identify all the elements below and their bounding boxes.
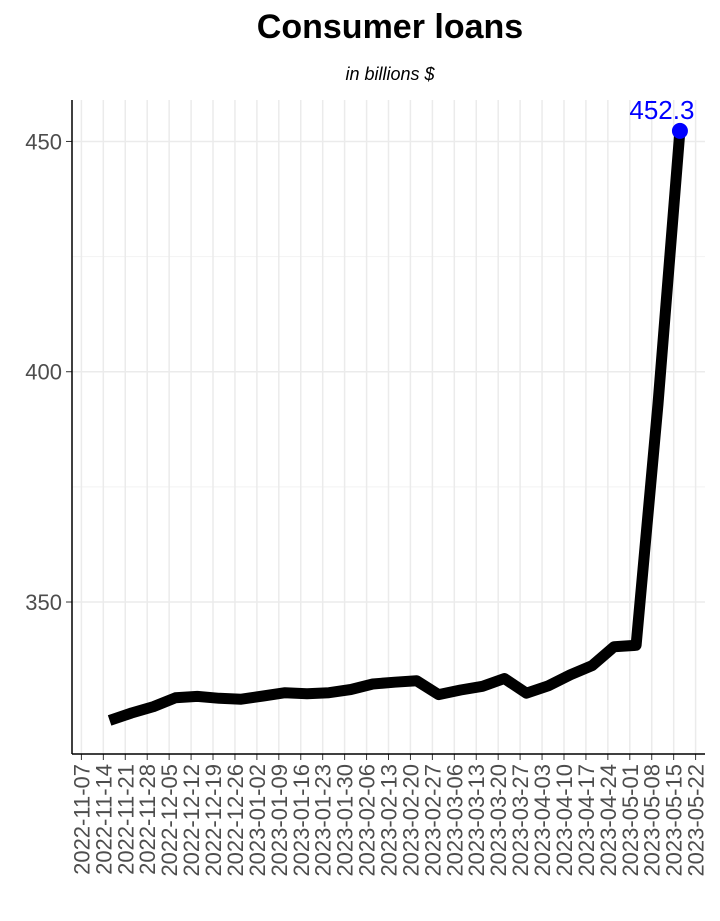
x-tick-label: 2023-01-02 bbox=[245, 764, 270, 877]
x-tick-labels: 2022-11-072022-11-142022-11-212022-11-28… bbox=[69, 764, 708, 877]
x-tick-label: 2023-05-08 bbox=[640, 764, 665, 877]
x-tick-label: 2023-01-16 bbox=[289, 764, 314, 877]
y-tick-labels: 350 400 450 bbox=[25, 129, 62, 615]
series-line bbox=[107, 130, 686, 726]
chart-subtitle: in billions $ bbox=[345, 64, 435, 84]
y-tick-label: 450 bbox=[25, 129, 62, 154]
series-consumer-loans bbox=[107, 130, 686, 726]
x-tick-label: 2023-02-06 bbox=[355, 764, 380, 877]
chart-title: Consumer loans bbox=[256, 8, 524, 46]
x-tick-label: 2023-05-01 bbox=[618, 764, 643, 877]
y-tick-label: 350 bbox=[25, 590, 62, 615]
x-tick-label: 2023-04-03 bbox=[530, 764, 555, 877]
axes bbox=[66, 100, 705, 760]
x-tick-label: 2022-12-12 bbox=[179, 764, 204, 877]
x-tick-label: 2023-02-20 bbox=[398, 764, 423, 877]
x-tick-label: 2023-03-20 bbox=[486, 764, 511, 877]
x-tick-label: 2023-05-22 bbox=[684, 764, 709, 877]
x-tick-label: 2022-11-28 bbox=[135, 764, 160, 875]
x-tick-label: 2023-03-13 bbox=[464, 764, 489, 877]
y-tick-label: 400 bbox=[25, 360, 62, 385]
x-tick-label: 2022-11-14 bbox=[91, 764, 116, 875]
end-marker-group: 452.3 bbox=[629, 95, 694, 139]
x-tick-label: 2023-01-23 bbox=[311, 764, 336, 877]
x-tick-label: 2022-11-21 bbox=[113, 764, 138, 875]
x-tick-label: 2023-03-27 bbox=[508, 764, 533, 877]
end-value-label: 452.3 bbox=[629, 95, 694, 125]
x-tick-label: 2023-01-30 bbox=[333, 764, 358, 877]
x-tick-label: 2023-04-17 bbox=[574, 764, 599, 877]
grid-major bbox=[72, 100, 705, 754]
x-tick-label: 2023-02-27 bbox=[420, 764, 445, 877]
x-tick-label: 2022-12-05 bbox=[157, 764, 182, 877]
x-tick-label: 2023-05-15 bbox=[662, 764, 687, 877]
x-tick-label: 2023-02-13 bbox=[377, 764, 402, 877]
end-point-marker bbox=[671, 122, 688, 139]
x-tick-label: 2023-03-06 bbox=[442, 764, 467, 877]
x-tick-label: 2023-04-10 bbox=[552, 764, 577, 877]
x-tick-label: 2022-12-26 bbox=[223, 764, 248, 877]
x-tick-label: 2022-11-07 bbox=[69, 764, 94, 875]
x-tick-label: 2023-01-09 bbox=[267, 764, 292, 877]
x-tick-label: 2023-04-24 bbox=[596, 764, 621, 877]
x-tick-label: 2022-12-19 bbox=[201, 764, 226, 877]
